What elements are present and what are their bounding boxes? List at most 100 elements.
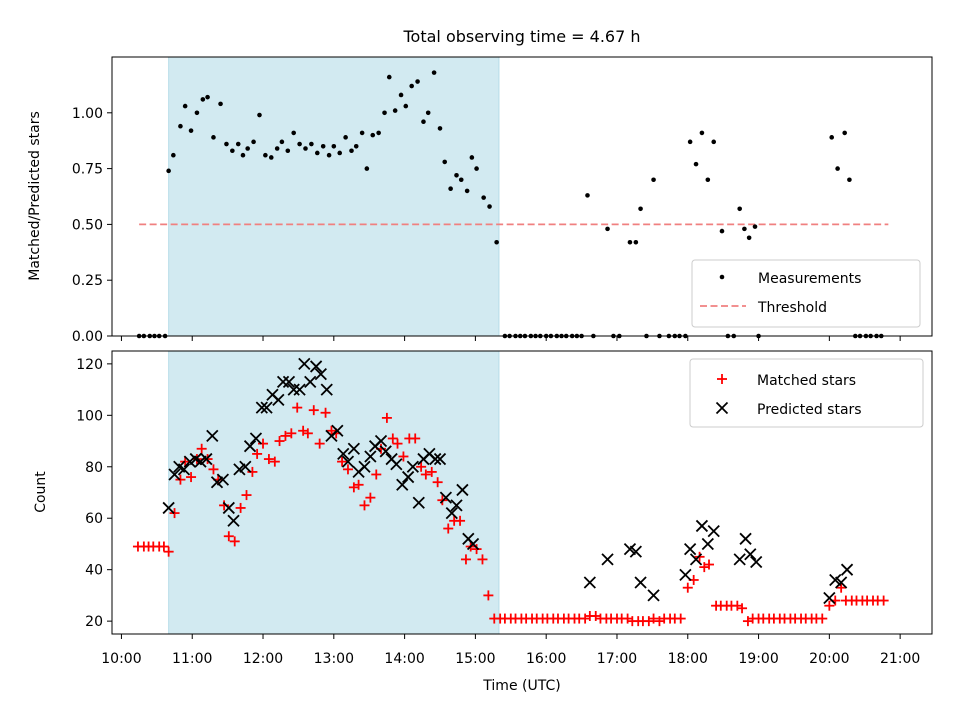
matched-star-point	[163, 546, 174, 557]
predicted-star-point	[695, 519, 709, 533]
measurement-point	[638, 206, 643, 212]
legend-x-glyph	[715, 401, 729, 415]
measurement-point	[415, 79, 420, 84]
matched-star-point	[263, 454, 274, 465]
bottom-chart: 20 40 60 80 100 120 10:00 11:00 12:00 13:00 14:00…	[33, 350, 933, 694]
measurement-point	[326, 152, 332, 158]
matched-star-point	[682, 582, 693, 593]
predicted-star-point	[206, 429, 219, 443]
matched-star-point	[337, 456, 348, 467]
matched-star-point	[371, 469, 382, 480]
predicted-star-point	[406, 460, 419, 473]
x-tick-label: 13:00	[314, 651, 354, 667]
matched-star-point	[274, 436, 285, 447]
x-tick-label: 14:00	[384, 651, 424, 667]
predicted-star-point	[162, 501, 175, 515]
predicted-star-point	[634, 576, 647, 589]
predicted-star-point	[249, 432, 263, 445]
measurement-point	[585, 193, 590, 198]
measurement-point	[431, 70, 437, 75]
measurement-point	[320, 143, 326, 149]
matched-star-point	[247, 466, 258, 477]
measurement-point	[842, 130, 847, 136]
top-legend-measurements-marker	[719, 274, 725, 280]
matched-star-point	[286, 428, 297, 439]
predicted-star-point	[629, 545, 642, 558]
x-tick-label: 16:00	[526, 651, 566, 667]
predicted-star-point	[341, 455, 355, 468]
bottom-y-tick-label: 60	[85, 511, 103, 527]
top-chart-title: Total observing time = 4.67 h	[402, 27, 640, 46]
matched-star-point	[410, 433, 421, 444]
predicted-star-point	[177, 463, 191, 476]
predicted-star-point	[689, 553, 703, 566]
predicted-star-point	[276, 375, 290, 389]
matched-star-point	[223, 531, 234, 542]
predicted-star-point	[293, 383, 306, 396]
predicted-star-point	[320, 383, 333, 396]
predicted-star-point	[227, 514, 240, 527]
predicted-star-point	[583, 576, 596, 589]
measurement-point	[474, 166, 479, 171]
matched-star-point	[353, 479, 364, 490]
matched-star-point	[704, 559, 715, 570]
measurement-point	[437, 126, 443, 131]
predicted-star-point	[200, 452, 213, 466]
predicted-star-point	[429, 452, 442, 466]
measurement-point	[409, 83, 414, 89]
matched-star-point	[342, 464, 353, 475]
predicted-star-point	[331, 424, 344, 437]
top-y-tick-label: 0.00	[72, 329, 103, 345]
top-legend-box	[691, 259, 921, 328]
measurement-point	[337, 150, 343, 156]
predicted-stars-series	[162, 357, 854, 605]
measurement-point	[454, 172, 459, 178]
predicted-star-point	[733, 553, 746, 566]
measurement-point	[829, 135, 835, 140]
matched-star-point	[158, 541, 169, 552]
top-chart: Total observing time = 4.67 h 0.00 0.25 0.…	[27, 27, 933, 345]
measurement-point	[458, 177, 464, 183]
matched-star-point	[314, 438, 325, 449]
measurement-point	[291, 130, 296, 136]
measurement-point	[188, 128, 194, 133]
bottom-legend: Matched stars Predicted stars	[689, 358, 924, 428]
measurement-point	[353, 143, 359, 149]
matched-star-point	[280, 430, 291, 441]
measurement-point	[303, 146, 308, 151]
measurement-point	[835, 166, 840, 171]
matched-star-point	[320, 407, 331, 418]
measurement-point	[224, 141, 229, 147]
top-y-tick-label: 0.75	[72, 162, 103, 178]
measurement-point	[382, 110, 387, 116]
measurement-point	[245, 146, 250, 151]
measurement-point	[166, 168, 171, 174]
measurement-point	[651, 177, 656, 183]
measurement-point	[699, 130, 705, 136]
predicted-star-point	[750, 555, 763, 569]
matched-star-point	[737, 603, 748, 614]
predicted-star-point	[239, 460, 252, 473]
bottom-highlight-span	[168, 350, 500, 635]
matched-star-point	[420, 469, 431, 480]
measurement-point	[331, 143, 337, 149]
matched-star-point	[432, 477, 443, 488]
measurement-point	[425, 110, 431, 116]
top-legend-threshold-label: Threshold	[757, 300, 827, 316]
measurement-point	[711, 139, 717, 145]
top-y-tick-label: 0.50	[72, 217, 103, 233]
matched-star-point	[477, 554, 488, 565]
measurement-point	[349, 148, 354, 154]
measurement-point	[314, 150, 320, 156]
measurement-point	[746, 235, 752, 241]
bottom-y-tick-label: 40	[85, 563, 103, 579]
matched-star-point	[443, 523, 454, 534]
matched-star-point	[483, 590, 494, 601]
predicted-star-point	[358, 460, 371, 473]
bottom-y-tick-label: 80	[85, 460, 103, 476]
predicted-star-point	[168, 468, 181, 481]
predicted-star-point	[255, 401, 268, 414]
measurement-point	[178, 123, 183, 129]
predicted-star-point	[701, 537, 714, 551]
measurement-point	[719, 228, 725, 234]
